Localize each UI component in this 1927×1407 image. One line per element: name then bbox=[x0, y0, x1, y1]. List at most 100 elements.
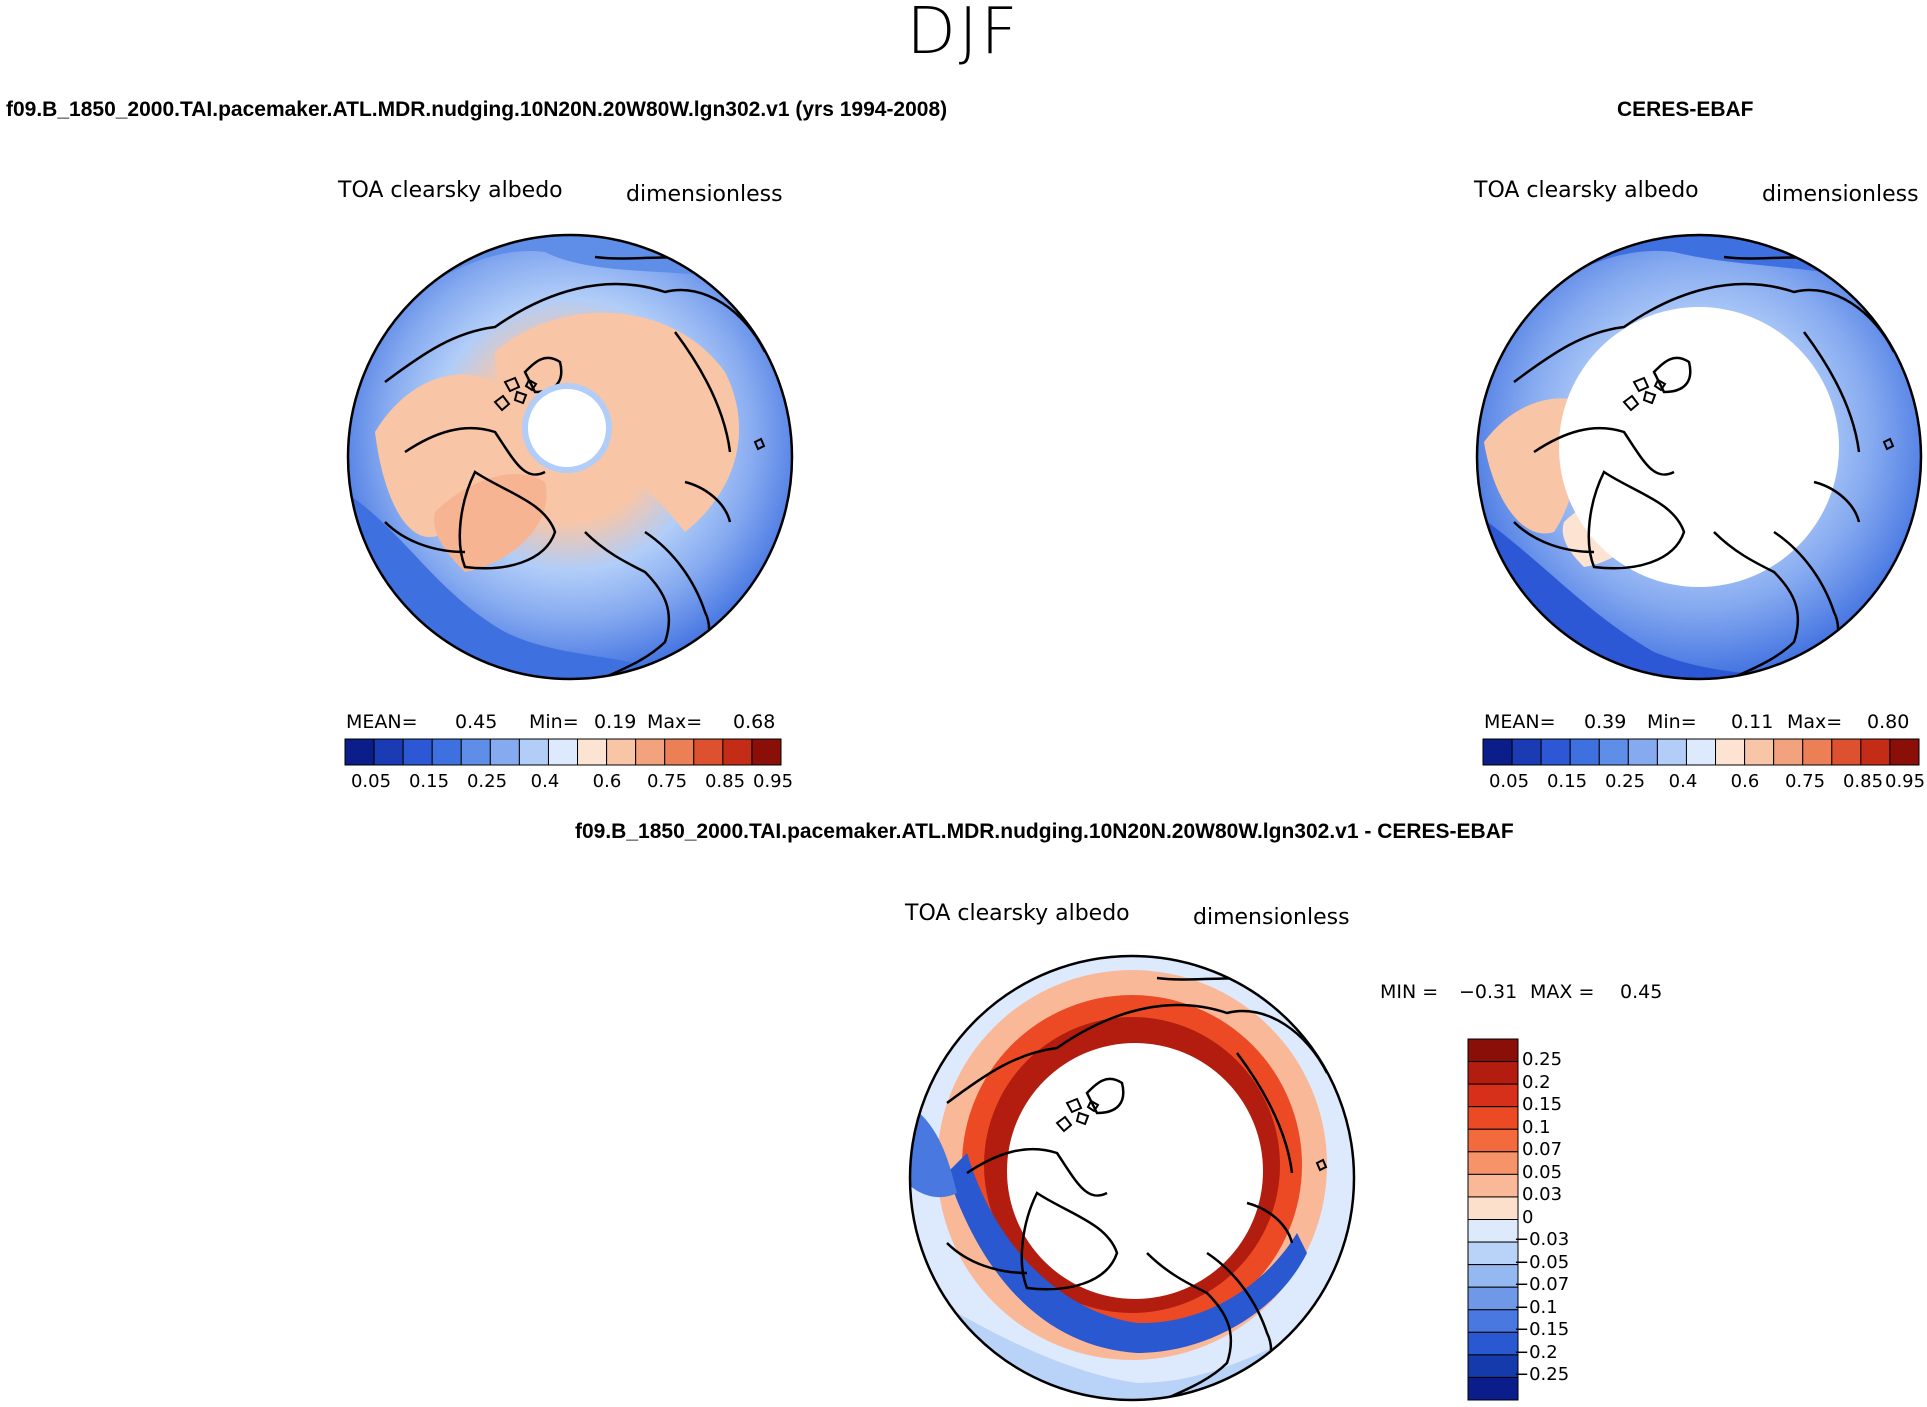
stat-mean-value-model: 0.45 bbox=[455, 711, 498, 733]
coastline-islands bbox=[1055, 1097, 1328, 1172]
colorbar-swatch bbox=[1467, 1106, 1519, 1130]
colorbar-tick: 0.1 bbox=[1522, 1117, 1551, 1138]
colorbar-diff bbox=[1467, 1038, 1519, 1401]
colorbar-swatch bbox=[1627, 738, 1658, 766]
coastline bbox=[1513, 255, 1896, 679]
colorbar-tick: −0.03 bbox=[1514, 1229, 1570, 1250]
panel-title-obs: CERES-EBAF bbox=[1617, 98, 1754, 121]
variable-label-diff: TOA clearsky albedo bbox=[905, 901, 1130, 926]
colorbar-tick: 0.2 bbox=[1522, 1072, 1551, 1093]
colorbar-tick: −0.1 bbox=[1514, 1297, 1558, 1318]
colorbar-swatch bbox=[1802, 738, 1833, 766]
colorbar-swatch bbox=[1467, 1354, 1519, 1378]
colorbar-swatch bbox=[606, 738, 637, 766]
coastline-islands bbox=[493, 376, 766, 451]
colorbar-swatch bbox=[1467, 1309, 1519, 1333]
colorbar-tick: 0.6 bbox=[592, 771, 622, 792]
stat-min-label-model: Min= bbox=[529, 711, 579, 733]
units-label-diff: dimensionless bbox=[1193, 905, 1350, 930]
colorbar-swatch bbox=[344, 738, 375, 766]
figure-suptitle: DJF bbox=[906, 0, 1021, 69]
colorbar-tick: 0.75 bbox=[646, 771, 688, 792]
colorbar-swatch bbox=[664, 738, 695, 766]
colorbar-swatch bbox=[722, 738, 753, 766]
colorbar-swatch bbox=[1744, 738, 1775, 766]
colorbar-swatch bbox=[1467, 1196, 1519, 1220]
colorbar-swatch bbox=[518, 738, 549, 766]
colorbar-swatch bbox=[577, 738, 608, 766]
stat-min-label-diff: MIN = bbox=[1380, 981, 1439, 1003]
colorbar-swatch bbox=[1467, 1173, 1519, 1198]
colorbar-swatch bbox=[1511, 738, 1542, 766]
colorbar-swatch bbox=[1569, 738, 1600, 766]
colorbar-swatch bbox=[693, 738, 724, 766]
stat-max-value-obs: 0.80 bbox=[1867, 711, 1910, 733]
colorbar-swatch bbox=[402, 738, 433, 766]
colorbar-swatch bbox=[1685, 738, 1717, 766]
colorbar-swatch bbox=[1773, 738, 1804, 766]
colorbar-tick: 0.4 bbox=[1668, 771, 1698, 792]
panel-title-diff: f09.B_1850_2000.TAI.pacemaker.ATL.MDR.nu… bbox=[575, 820, 1514, 843]
colorbar-swatch bbox=[489, 738, 520, 766]
colorbar-swatch bbox=[635, 738, 666, 766]
colorbar-swatch bbox=[1860, 738, 1891, 766]
colorbar-tick: −0.25 bbox=[1514, 1364, 1570, 1385]
colorbar-tick: −0.2 bbox=[1514, 1342, 1558, 1363]
colorbar-tick: 0.15 bbox=[1546, 771, 1588, 792]
colorbar-swatch bbox=[431, 738, 462, 766]
no-data-region bbox=[1007, 1043, 1263, 1299]
colorbar-tick: 0.4 bbox=[530, 771, 560, 792]
colorbar-tick: 0.15 bbox=[408, 771, 450, 792]
colorbar-swatch bbox=[1467, 1241, 1519, 1266]
colorbar-swatch bbox=[1467, 1264, 1519, 1288]
colorbar-swatch bbox=[1467, 1083, 1519, 1108]
map-border bbox=[346, 233, 794, 681]
colorbar-tick: 0.07 bbox=[1522, 1139, 1563, 1160]
stat-max-label-obs: Max= bbox=[1787, 711, 1843, 733]
stat-min-label-obs: Min= bbox=[1647, 711, 1697, 733]
colorbar-tick: 0.03 bbox=[1522, 1184, 1563, 1205]
colorbar-swatch bbox=[1467, 1376, 1519, 1401]
stat-mean-label-obs: MEAN= bbox=[1484, 711, 1556, 733]
colorbar-swatch bbox=[547, 738, 579, 766]
colorbar-tick: 0.85 bbox=[1842, 771, 1884, 792]
polar-map-obs bbox=[1475, 233, 1923, 681]
map-border bbox=[908, 954, 1356, 1402]
colorbar-tick: 0.05 bbox=[350, 771, 392, 792]
colorbar-tick: 0 bbox=[1522, 1207, 1534, 1228]
pole-hole bbox=[522, 383, 612, 473]
stat-max-value-model: 0.68 bbox=[733, 711, 776, 733]
stat-max-label-model: Max= bbox=[647, 711, 703, 733]
colorbar-swatch bbox=[1467, 1219, 1519, 1243]
stat-min-value-model: 0.19 bbox=[594, 711, 637, 733]
colorbar-swatch bbox=[1467, 1331, 1519, 1356]
colorbar-tick: 0.05 bbox=[1522, 1162, 1563, 1183]
panel-title-model: f09.B_1850_2000.TAI.pacemaker.ATL.MDR.nu… bbox=[6, 98, 948, 121]
stat-min-value-diff: −0.31 bbox=[1459, 981, 1518, 1003]
coastline bbox=[384, 255, 767, 679]
polar-map-diff bbox=[908, 954, 1356, 1402]
coastline bbox=[946, 976, 1329, 1400]
colorbar-swatch bbox=[460, 738, 491, 766]
colorbar-swatch bbox=[1467, 1128, 1519, 1153]
colorbar-tick: 0.75 bbox=[1784, 771, 1826, 792]
negative-anomaly-region-2 bbox=[910, 1103, 957, 1198]
negative-anomaly-band bbox=[947, 1153, 1307, 1353]
units-label-model: dimensionless bbox=[626, 182, 783, 207]
colorbar-ticks-obs: 0.05 0.15 0.25 0.4 0.6 0.75 0.85 0.95 bbox=[1483, 771, 1925, 795]
north-america-land-region bbox=[1484, 398, 1584, 534]
stat-max-value-diff: 0.45 bbox=[1620, 981, 1663, 1003]
units-label-obs: dimensionless bbox=[1762, 182, 1919, 207]
colorbar-ticks-diff: 0.25 0.2 0.15 0.1 0.07 0.05 0.03 0 −0.03… bbox=[1514, 1039, 1602, 1400]
colorbar-tick: −0.15 bbox=[1514, 1319, 1570, 1340]
coastline-islands bbox=[1622, 376, 1895, 451]
colorbar-tick: −0.07 bbox=[1514, 1274, 1570, 1295]
polar-map-model bbox=[346, 233, 794, 681]
map-border bbox=[1475, 233, 1923, 681]
colorbar-ticks-model: 0.05 0.15 0.25 0.4 0.6 0.75 0.85 0.95 bbox=[345, 771, 793, 795]
colorbar-swatch bbox=[1467, 1151, 1519, 1175]
greenland-land-region bbox=[434, 473, 547, 572]
colorbar-tick: 0.25 bbox=[466, 771, 508, 792]
stat-max-label-diff: MAX = bbox=[1530, 981, 1595, 1003]
colorbar-swatch bbox=[1715, 738, 1746, 766]
